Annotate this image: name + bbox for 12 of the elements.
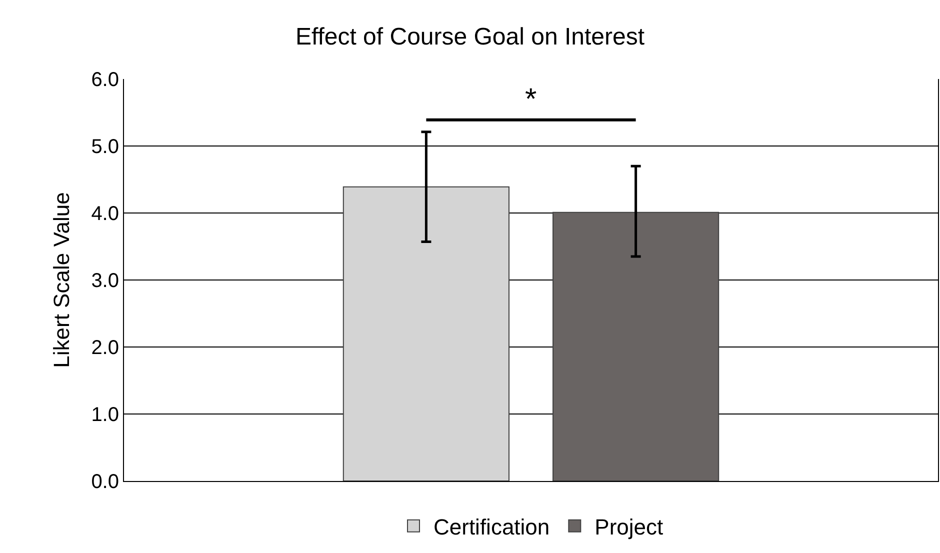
legend-label: Certification xyxy=(434,514,550,540)
y-tick-label: 6.0 xyxy=(91,69,119,91)
y-tick-label: 0.0 xyxy=(91,471,119,493)
y-tick-label: 3.0 xyxy=(91,270,119,292)
y-axis-title: Likert Scale Value xyxy=(48,192,74,368)
y-tick-label: 2.0 xyxy=(91,337,119,359)
legend-label: Project xyxy=(594,514,664,540)
chart-title: Effect of Course Goal on Interest xyxy=(295,23,645,50)
y-tick-label: 5.0 xyxy=(91,136,119,158)
annotation: * xyxy=(525,83,537,116)
y-tick-label: 4.0 xyxy=(91,203,119,225)
y-tick-label: 1.0 xyxy=(91,404,119,426)
